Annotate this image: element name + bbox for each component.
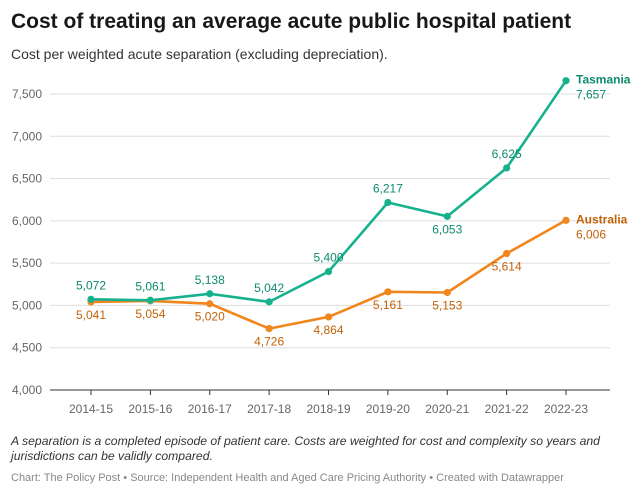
data-point-australia xyxy=(503,249,511,258)
data-point-australia xyxy=(562,216,570,224)
data-point-tasmania xyxy=(87,295,95,303)
line-chart: 4,000 4,500 5,000 5,500 6,000 6,500 7,000 7,500… xyxy=(12,73,631,416)
axes: 4,000 4,500 5,000 5,500 6,000 6,500 7,000 7,500… xyxy=(12,87,588,416)
series-name-label-australia: Australia xyxy=(576,212,628,226)
y-tick-label: 7,500 xyxy=(12,87,42,101)
x-tick-label: 2014-15 xyxy=(69,402,113,416)
data-point-australia xyxy=(324,313,333,321)
y-tick-label: 4,000 xyxy=(12,383,42,397)
data-label-australia: 5,153 xyxy=(432,298,462,312)
data-point-australia xyxy=(384,288,392,296)
chart-note: A separation is a completed episode of p… xyxy=(11,434,600,463)
data-label-australia: 5,041 xyxy=(76,308,106,322)
chart-title: Cost of treating an average acute public… xyxy=(11,10,572,33)
data-point-australia xyxy=(443,288,451,297)
data-point-tasmania xyxy=(146,296,154,304)
data-label-australia: 5,020 xyxy=(195,310,225,324)
footer-separator: • xyxy=(120,472,131,484)
data-point-tasmania xyxy=(384,198,392,207)
y-tick-label: 5,000 xyxy=(12,298,42,312)
source-text: Source: Independent Health and Aged Care… xyxy=(130,472,427,484)
data-point-tasmania xyxy=(562,77,570,85)
footer-separator: • xyxy=(426,472,437,484)
x-tick-label: 2018-19 xyxy=(306,402,350,416)
data-labels: 5,072 5,061 5,138 5,042 5,400 6,217 6,053 6,625… xyxy=(76,73,631,349)
data-label-tasmania: 5,400 xyxy=(313,251,343,265)
data-label-tasmania: 5,072 xyxy=(76,278,106,292)
data-label-tasmania: 5,061 xyxy=(135,279,165,293)
data-point-tasmania xyxy=(265,298,273,306)
data-label-australia: 5,054 xyxy=(135,307,165,321)
data-label-tasmania: 5,042 xyxy=(254,281,284,295)
series-name-label-tasmania: Tasmania xyxy=(576,73,631,87)
data-label-australia: 5,161 xyxy=(373,298,403,312)
data-point-tasmania xyxy=(324,268,333,276)
gridlines xyxy=(50,93,610,391)
data-label-tasmania: 6,053 xyxy=(432,222,462,236)
data-point-tasmania xyxy=(443,212,451,220)
y-tick-label: 6,000 xyxy=(12,214,42,228)
data-point-australia xyxy=(206,300,214,308)
y-tick-label: 4,500 xyxy=(12,341,42,355)
x-tick-label: 2021-22 xyxy=(485,402,529,416)
y-tick-label: 7,000 xyxy=(12,129,42,143)
data-label-tasmania: 6,625 xyxy=(492,147,522,161)
x-tick-label: 2015-16 xyxy=(128,402,172,416)
y-tick-label: 5,500 xyxy=(12,256,42,270)
data-label-australia: 5,614 xyxy=(492,260,522,274)
x-tick-label: 2020-21 xyxy=(425,402,469,416)
chart-credit: Chart: The Policy Post xyxy=(11,472,121,484)
x-tick-label: 2016-17 xyxy=(188,402,232,416)
data-label-tasmania: 7,657 xyxy=(576,88,606,102)
data-label-tasmania: 6,217 xyxy=(373,182,403,196)
chart-footer: Chart: The Policy Post • Source: Indepen… xyxy=(11,472,564,484)
data-label-australia: 6,006 xyxy=(576,227,606,241)
data-label-australia: 4,864 xyxy=(313,323,343,337)
data-point-tasmania xyxy=(206,290,214,298)
x-tick-label: 2017-18 xyxy=(247,402,291,416)
x-tick-label: 2022-23 xyxy=(544,402,588,416)
created-with: Created with Datawrapper xyxy=(436,472,564,484)
data-label-australia: 4,726 xyxy=(254,335,284,349)
data-point-tasmania xyxy=(503,164,511,172)
y-tick-label: 6,500 xyxy=(12,172,42,186)
chart-subtitle: Cost per weighted acute separation (excl… xyxy=(11,46,388,62)
data-label-tasmania: 5,138 xyxy=(195,273,225,287)
data-point-australia xyxy=(265,325,273,333)
series xyxy=(87,77,570,333)
x-tick-label: 2019-20 xyxy=(366,402,410,416)
